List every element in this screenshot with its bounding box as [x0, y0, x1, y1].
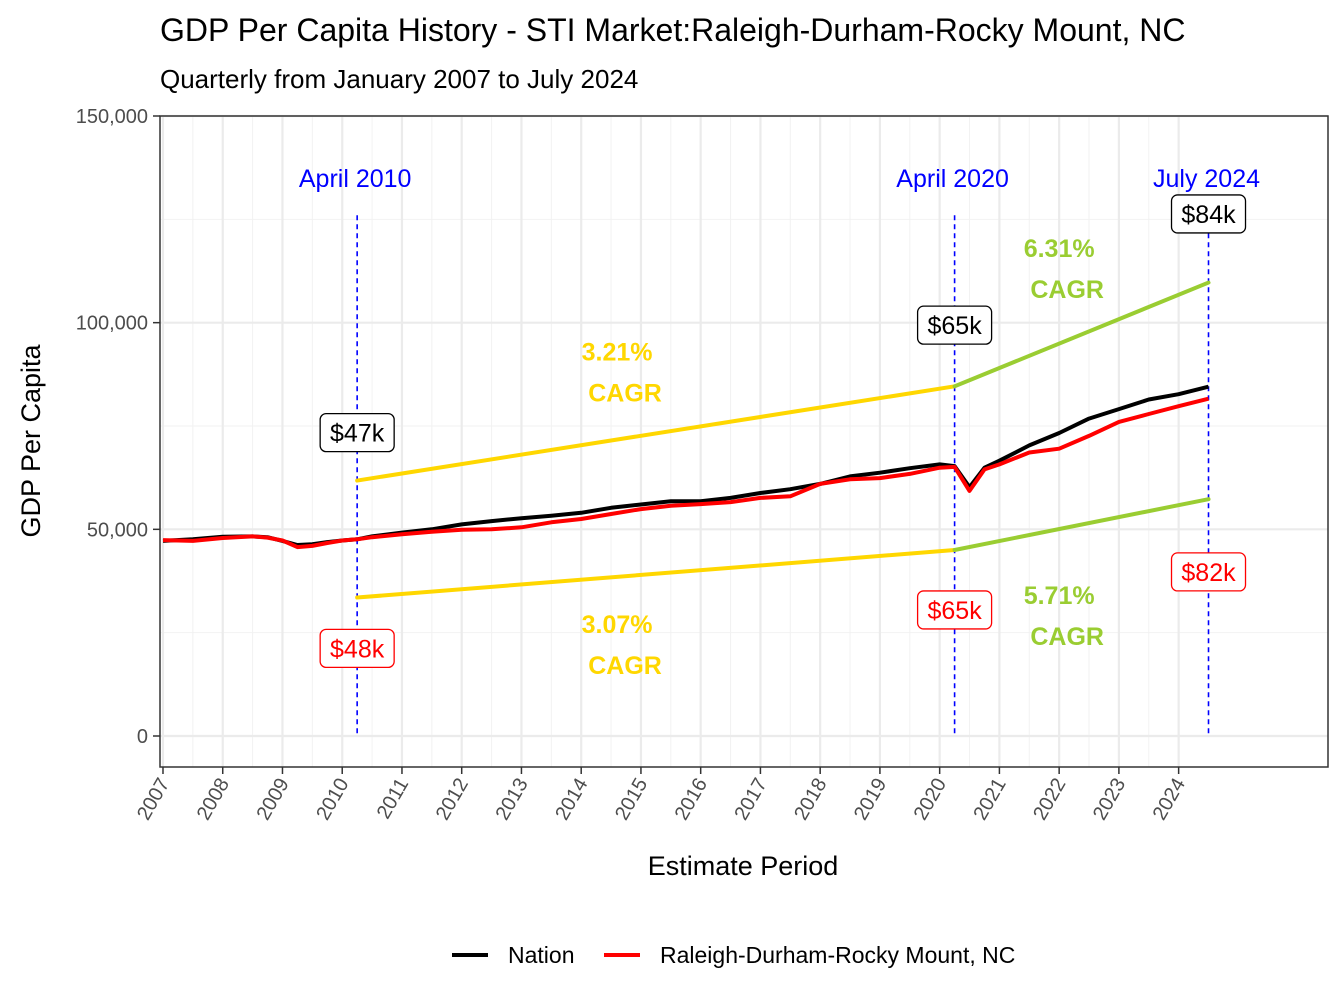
trend-layer: 3.21% CAGR 6.31% CAGR 3.07% CAGR 5.71% CAGR	[355, 235, 1211, 680]
x-tick-label: 2020	[910, 775, 951, 825]
value-label: $84k	[1170, 194, 1247, 234]
value-label: $47k	[319, 412, 395, 453]
value-label-text: $48k	[330, 635, 385, 663]
cagr-text-label: CAGR	[588, 379, 662, 407]
cagr-text-label: CAGR	[1030, 276, 1104, 304]
value-label-box	[916, 305, 993, 345]
chart-title: GDP Per Capita History - STI Market:Rale…	[160, 12, 1186, 48]
cagr-text-label: CAGR	[588, 652, 662, 680]
value-label-box	[1170, 552, 1247, 592]
x-tick-label: 2013	[491, 775, 532, 825]
x-tick-label: 2017	[730, 775, 771, 825]
value-label: $48k	[319, 628, 395, 669]
x-tick-label: 2014	[551, 775, 592, 825]
value-label-text: $47k	[330, 420, 385, 448]
value-label: $65k	[916, 305, 993, 345]
y-tick-label: 100,000	[76, 313, 148, 335]
cagr-percent-label: 3.21%	[582, 338, 653, 366]
cagr-trend-line	[952, 280, 1211, 389]
value-label: $82k	[1170, 552, 1247, 592]
x-axis-title: Estimate Period	[648, 851, 839, 881]
y-tick-label: 50,000	[87, 519, 148, 541]
cagr-percent-label: 3.07%	[582, 611, 653, 639]
value-label-text: $82k	[1181, 559, 1236, 587]
y-tick-label: 0	[137, 726, 148, 748]
value-label-text: $84k	[1181, 201, 1236, 229]
date-marker-label: April 2010	[299, 165, 412, 193]
x-tick-label: 2007	[133, 775, 174, 825]
plot-panel-border	[159, 115, 1329, 768]
x-tick-label: 2024	[1149, 775, 1190, 825]
x-tick-label: 2018	[790, 775, 831, 825]
cagr-percent-label: 5.71%	[1024, 582, 1095, 610]
value-label-box	[319, 412, 395, 453]
value-label-box	[319, 628, 395, 669]
value-label-box	[916, 590, 993, 630]
x-tick-label: 2008	[193, 775, 234, 825]
x-tick-label: 2011	[373, 775, 414, 823]
series-layer	[162, 384, 1209, 550]
date-marker-label: April 2020	[896, 165, 1009, 193]
value-label-text: $65k	[927, 312, 982, 340]
x-tick-label: 2010	[312, 775, 353, 825]
cagr-text-label: CAGR	[1030, 623, 1104, 651]
x-tick-label: 2016	[671, 775, 712, 825]
y-axis-title: GDP Per Capita	[16, 343, 46, 537]
x-tick-label: 2012	[432, 775, 473, 825]
y-tick-label: 150,000	[76, 106, 148, 128]
series-line	[162, 396, 1209, 550]
x-tick-label: 2015	[611, 775, 652, 825]
value-label-box	[1170, 194, 1247, 234]
x-tick-label: 2009	[253, 775, 294, 825]
cagr-trend-line	[355, 548, 957, 600]
x-tick-label: 2021	[969, 775, 1010, 825]
value-label-text: $65k	[927, 597, 982, 625]
marker-layer: April 2010 April 2020 July 2024	[299, 165, 1260, 736]
cagr-trend-line	[952, 497, 1211, 552]
x-tick-label: 2019	[850, 775, 891, 825]
x-tick-label: 2023	[1089, 775, 1130, 825]
legend: Nation Raleigh-Durham-Rocky Mount, NC	[452, 942, 1015, 968]
cagr-trend-line	[355, 384, 957, 483]
legend-label: Nation	[508, 942, 574, 968]
date-marker-label: July 2024	[1153, 165, 1260, 193]
x-tick-label: 2022	[1029, 775, 1070, 825]
chart-subtitle: Quarterly from January 2007 to July 2024	[160, 64, 639, 94]
label-layer: $47k $65k $84k $48k $65k $82k	[319, 194, 1247, 669]
cagr-percent-label: 6.31%	[1024, 235, 1095, 263]
legend-label: Raleigh-Durham-Rocky Mount, NC	[660, 942, 1015, 968]
value-label: $65k	[916, 590, 993, 630]
